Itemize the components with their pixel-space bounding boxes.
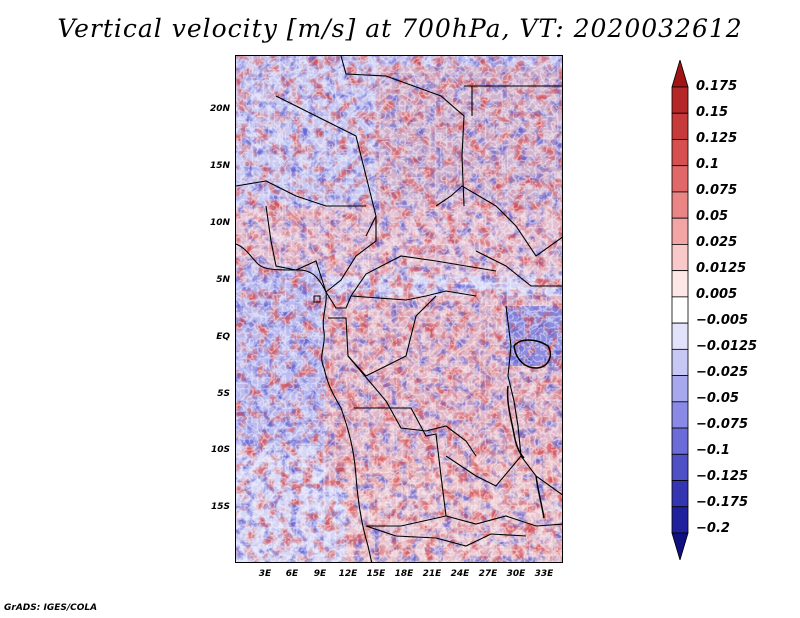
lat-label-15s: 15S [210, 502, 230, 512]
lat-label-20n: 20N [209, 104, 230, 114]
colorbar-bin [671, 506, 689, 534]
lat-label-10s: 10S [210, 445, 230, 455]
colorbar-label: −0.075 [696, 417, 749, 432]
lat-label-5n: 5N [216, 275, 230, 285]
colorbar-bin [671, 112, 689, 140]
colorbar-segments [671, 60, 689, 560]
country-borders [236, 56, 562, 562]
colorbar-bin [671, 86, 689, 114]
colorbar-label: 0.15 [696, 105, 729, 120]
colorbar-label: 0.025 [696, 235, 738, 250]
lon-label-15e: 15E [366, 569, 386, 579]
colorbar-bin [671, 322, 689, 350]
colorbar-label: −0.05 [696, 391, 739, 406]
lat-label-eq: EQ [216, 332, 230, 342]
lon-label-9e: 9E [313, 569, 327, 579]
vertical-velocity-field [236, 56, 562, 562]
colorbar-bin [671, 60, 689, 88]
lat-label-10n: 10N [209, 218, 230, 228]
colorbar-label: 0.175 [696, 79, 738, 94]
colorbar-bin [671, 532, 689, 560]
colorbar-bin [671, 270, 689, 298]
colorbar-bin [671, 375, 689, 403]
lat-label-5s: 5S [217, 389, 230, 399]
colorbar-label: 0.075 [696, 183, 738, 198]
lat-label-15n: 15N [209, 161, 230, 171]
colorbar-bin [671, 480, 689, 508]
lon-label-21e: 21E [422, 569, 442, 579]
colorbar-label: −0.025 [696, 365, 749, 380]
colorbar-label: 0.1 [696, 157, 720, 172]
colorbar-bin [671, 165, 689, 193]
map-panel [235, 55, 563, 563]
colorbar-bin [671, 427, 689, 455]
colorbar-label: −0.175 [696, 495, 749, 510]
colorbar-label: 0.005 [696, 287, 738, 302]
lon-label-27e: 27E [478, 569, 498, 579]
colorbar-label: 0.0125 [696, 261, 747, 276]
lon-label-12e: 12E [338, 569, 358, 579]
colorbar-label: −0.2 [696, 521, 730, 536]
lon-label-33e: 33E [534, 569, 554, 579]
colorbar-label: −0.0125 [696, 339, 758, 354]
colorbar-label: −0.005 [696, 313, 749, 328]
colorbar [671, 60, 689, 560]
colorbar-label: −0.1 [696, 443, 730, 458]
colorbar-bin [671, 453, 689, 481]
colorbar-bin [671, 244, 689, 272]
colorbar-bin [671, 217, 689, 245]
colorbar-label: −0.125 [696, 469, 749, 484]
contour-whitespace-texture [236, 56, 562, 562]
lon-label-3e: 3E [258, 569, 272, 579]
colorbar-bin [671, 139, 689, 167]
colorbar-bin [671, 348, 689, 376]
colorbar-bin [671, 191, 689, 219]
colorbar-bin [671, 296, 689, 324]
colorbar-bin [671, 401, 689, 429]
colorbar-label: 0.05 [696, 209, 729, 224]
lon-label-24e: 24E [450, 569, 470, 579]
lon-label-6e: 6E [285, 569, 299, 579]
lon-label-30e: 30E [506, 569, 526, 579]
colorbar-label: 0.125 [696, 131, 738, 146]
grads-credit: GrADS: IGES/COLA [4, 603, 98, 613]
chart-title: Vertical velocity [m/s] at 700hPa, VT: 2… [57, 14, 743, 43]
lon-label-18e: 18E [394, 569, 414, 579]
